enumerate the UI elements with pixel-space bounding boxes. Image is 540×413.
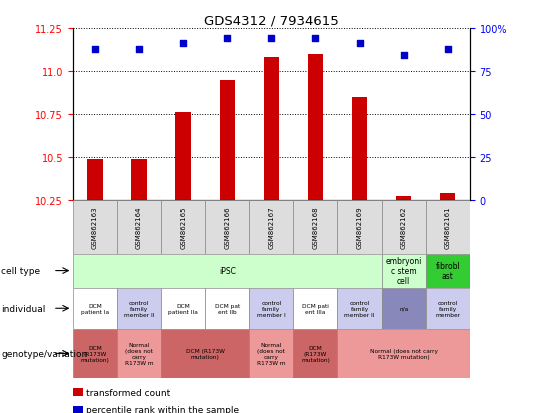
Text: DCM
(R173W
mutation): DCM (R173W mutation) — [301, 345, 330, 362]
FancyBboxPatch shape — [426, 254, 470, 288]
Bar — [131, 159, 147, 200]
Bar — [396, 197, 411, 200]
Text: cell type: cell type — [1, 266, 40, 275]
Bar — [440, 193, 455, 200]
Point — [223, 36, 232, 43]
Text: genotype/variation: genotype/variation — [1, 349, 87, 358]
Text: GSM862166: GSM862166 — [224, 206, 230, 248]
FancyBboxPatch shape — [426, 200, 470, 254]
Text: GSM862164: GSM862164 — [136, 206, 142, 248]
Bar — [220, 81, 235, 200]
Point — [179, 41, 187, 47]
Text: GSM862162: GSM862162 — [401, 206, 407, 248]
Title: GDS4312 / 7934615: GDS4312 / 7934615 — [204, 15, 339, 28]
Text: DCM (R173W
mutation): DCM (R173W mutation) — [186, 348, 225, 359]
FancyBboxPatch shape — [73, 329, 117, 378]
FancyBboxPatch shape — [338, 288, 382, 329]
Text: embryoni
c stem
cell: embryoni c stem cell — [386, 256, 422, 286]
Text: GSM862169: GSM862169 — [356, 206, 362, 248]
Point — [311, 36, 320, 43]
Text: individual: individual — [1, 304, 45, 313]
FancyBboxPatch shape — [205, 288, 249, 329]
Text: transformed count: transformed count — [86, 388, 171, 397]
FancyBboxPatch shape — [117, 288, 161, 329]
FancyBboxPatch shape — [293, 329, 338, 378]
FancyBboxPatch shape — [382, 288, 426, 329]
Point — [135, 46, 144, 53]
Text: DCM pati
ent IIIa: DCM pati ent IIIa — [302, 303, 329, 314]
Text: control
family
member: control family member — [435, 300, 460, 317]
FancyBboxPatch shape — [161, 288, 205, 329]
FancyBboxPatch shape — [426, 288, 470, 329]
Text: percentile rank within the sample: percentile rank within the sample — [86, 405, 240, 413]
Text: GSM862168: GSM862168 — [313, 206, 319, 248]
Bar — [176, 113, 191, 200]
FancyBboxPatch shape — [73, 288, 117, 329]
Text: GSM862165: GSM862165 — [180, 206, 186, 248]
Text: DCM pat
ent IIb: DCM pat ent IIb — [214, 303, 240, 314]
Text: n/a: n/a — [399, 306, 408, 311]
Text: Normal
(does not
carry
R173W m: Normal (does not carry R173W m — [257, 342, 286, 365]
Text: GSM862161: GSM862161 — [445, 206, 451, 248]
Text: control
family
member II: control family member II — [124, 300, 154, 317]
FancyBboxPatch shape — [73, 200, 117, 254]
Text: Normal
(does not
carry
R173W m: Normal (does not carry R173W m — [125, 342, 153, 365]
FancyBboxPatch shape — [338, 200, 382, 254]
FancyBboxPatch shape — [117, 200, 161, 254]
FancyBboxPatch shape — [293, 200, 338, 254]
Text: GSM862167: GSM862167 — [268, 206, 274, 248]
Text: iPSC: iPSC — [219, 266, 235, 275]
Text: DCM
(R173W
mutation): DCM (R173W mutation) — [80, 345, 110, 362]
Text: control
family
member II: control family member II — [345, 300, 375, 317]
FancyBboxPatch shape — [338, 329, 470, 378]
FancyBboxPatch shape — [293, 288, 338, 329]
Text: Normal (does not carry
R173W mutation): Normal (does not carry R173W mutation) — [370, 348, 437, 359]
FancyBboxPatch shape — [249, 200, 293, 254]
FancyBboxPatch shape — [161, 200, 205, 254]
Bar — [352, 97, 367, 200]
FancyBboxPatch shape — [249, 329, 293, 378]
Text: control
family
member I: control family member I — [257, 300, 286, 317]
FancyBboxPatch shape — [117, 329, 161, 378]
FancyBboxPatch shape — [73, 254, 382, 288]
Point — [267, 36, 275, 43]
Text: DCM
patient IIa: DCM patient IIa — [168, 303, 198, 314]
Point — [399, 53, 408, 59]
Text: fibrobl
ast: fibrobl ast — [435, 261, 460, 280]
Bar — [308, 55, 323, 200]
Point — [443, 46, 452, 53]
Text: DCM
patient Ia: DCM patient Ia — [81, 303, 109, 314]
Point — [91, 46, 99, 53]
FancyBboxPatch shape — [205, 200, 249, 254]
Bar — [87, 159, 103, 200]
FancyBboxPatch shape — [161, 329, 249, 378]
FancyBboxPatch shape — [382, 200, 426, 254]
Point — [355, 41, 364, 47]
Bar — [264, 58, 279, 200]
FancyBboxPatch shape — [249, 288, 293, 329]
Text: GSM862163: GSM862163 — [92, 206, 98, 248]
FancyBboxPatch shape — [382, 254, 426, 288]
